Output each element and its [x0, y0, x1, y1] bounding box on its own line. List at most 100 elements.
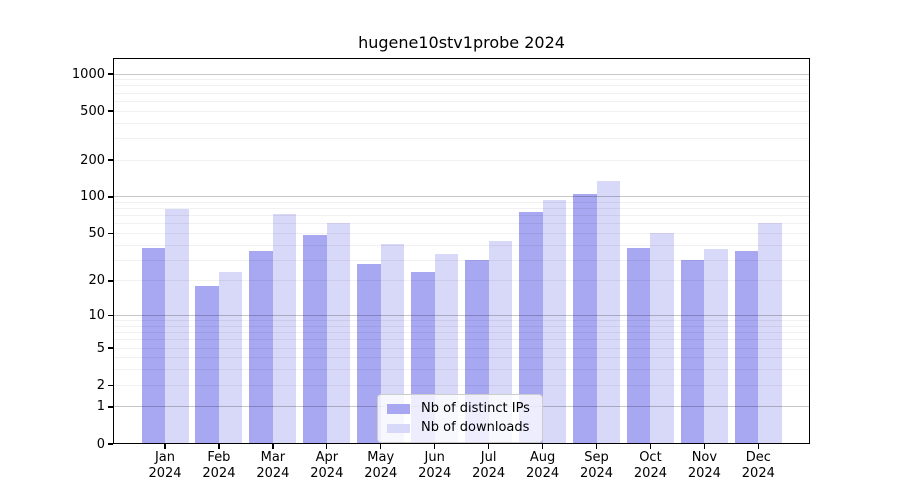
legend-row: Nb of distinct IPs: [387, 399, 533, 419]
minor-gridline: [114, 232, 809, 234]
minor-gridline: [114, 159, 809, 161]
y-tick: [108, 232, 113, 235]
bar-downloads-sep: [596, 180, 621, 444]
y-tick-label: 200: [80, 152, 105, 168]
x-tick: [164, 444, 166, 449]
y-tick: [108, 73, 113, 75]
minor-gridline: [114, 223, 809, 225]
y-tick: [108, 196, 113, 198]
x-tick: [757, 444, 759, 449]
minor-gridline: [114, 325, 809, 327]
y-tick: [108, 406, 113, 408]
bar-downloads-aug: [542, 199, 567, 444]
bar-distinct-ips-mar: [249, 250, 273, 444]
x-tick: [272, 444, 274, 449]
y-tick: [108, 280, 113, 282]
x-tick-year: 2024: [364, 466, 398, 481]
minor-gridline: [114, 339, 809, 341]
x-tick-year: 2024: [256, 466, 290, 481]
x-tick-year: 2024: [741, 466, 775, 481]
y-tick: [108, 443, 113, 445]
minor-gridline: [114, 244, 809, 246]
chart-title: hugene10stv1probe 2024: [358, 33, 565, 52]
x-tick-year: 2024: [418, 466, 452, 481]
x-tick-label: Sep 2024: [567, 450, 627, 482]
x-tick-year: 2024: [579, 466, 614, 481]
x-tick-month: Jan: [154, 450, 176, 465]
x-tick: [703, 444, 706, 449]
bar-downloads-apr: [326, 223, 351, 444]
minor-gridline: [114, 259, 809, 261]
x-tick-year: 2024: [472, 466, 506, 481]
minor-gridline: [114, 122, 809, 124]
minor-gridline: [114, 347, 809, 349]
legend-row: Nb of downloads: [387, 419, 533, 439]
y-tick-label: 1000: [71, 66, 105, 82]
legend-label: Nb of downloads: [421, 420, 530, 436]
x-tick-year: 2024: [687, 466, 721, 481]
bar-downloads-may: [380, 243, 405, 444]
x-tick-month: Nov: [691, 450, 718, 465]
y-tick-label: 50: [88, 225, 105, 241]
x-tick-month: Jun: [424, 450, 445, 465]
y-tick: [108, 314, 113, 317]
x-tick-month: May: [367, 450, 395, 465]
y-tick-label: 500: [80, 103, 105, 119]
minor-gridline: [114, 332, 809, 334]
bar-distinct-ips-feb: [195, 286, 219, 444]
minor-gridline: [114, 369, 809, 371]
legend-label: Nb of distinct IPs: [421, 400, 530, 416]
legend-swatch-distinct-ips: [387, 404, 410, 414]
minor-gridline: [114, 137, 809, 139]
x-tick-label: Apr 2024: [297, 450, 357, 482]
x-tick: [649, 444, 652, 449]
minor-gridline: [114, 215, 809, 217]
x-tick: [487, 444, 490, 449]
x-tick-year: 2024: [202, 466, 236, 481]
y-tick-label: 20: [88, 273, 105, 289]
major-gridline: [114, 315, 809, 317]
x-tick-year: 2024: [310, 466, 344, 481]
bar-downloads-dec: [758, 223, 782, 444]
x-tick-label: May 2024: [351, 450, 411, 482]
y-tick: [108, 110, 113, 112]
bar-downloads-jan: [165, 208, 189, 444]
x-tick-month: Jul: [480, 450, 497, 465]
minor-gridline: [114, 100, 809, 102]
x-tick: [434, 444, 436, 449]
x-tick-year: 2024: [633, 466, 667, 481]
bar-downloads-jul: [488, 241, 513, 444]
legend: Nb of distinct IPs Nb of downloads: [377, 394, 543, 443]
x-tick: [326, 444, 328, 449]
x-tick-label: Oct 2024: [620, 450, 680, 482]
x-tick-month: Dec: [745, 450, 771, 465]
x-tick-label: Jun 2024: [405, 450, 465, 482]
x-tick-label: Aug 2024: [513, 450, 573, 482]
x-tick: [595, 444, 598, 449]
x-tick-month: Apr: [315, 450, 339, 465]
x-tick-label: Feb 2024: [189, 450, 249, 482]
minor-gridline: [114, 357, 809, 359]
x-tick-label: Jan 2024: [135, 450, 195, 482]
bar-distinct-ips-apr: [303, 234, 327, 444]
y-tick-label: 1: [96, 399, 105, 415]
x-tick-year: 2024: [526, 466, 560, 481]
minor-gridline: [114, 320, 809, 322]
y-tick-label: 5: [96, 340, 105, 356]
x-tick-month: Mar: [260, 450, 286, 465]
bar-distinct-ips-dec: [734, 250, 759, 444]
major-gridline: [114, 196, 809, 198]
bar-downloads-nov: [704, 249, 728, 444]
bar-downloads-feb: [218, 271, 243, 444]
x-tick-month: Sep: [584, 450, 609, 465]
y-tick-label: 0: [96, 436, 105, 452]
x-tick-month: Oct: [639, 450, 662, 465]
bar-downloads-oct: [650, 233, 674, 444]
y-tick-label: 2: [96, 377, 105, 393]
bar-downloads-mar: [272, 214, 297, 444]
minor-gridline: [114, 201, 809, 203]
x-tick-month: Feb: [207, 450, 231, 465]
y-tick: [108, 159, 113, 161]
bar-distinct-ips-nov: [680, 260, 705, 444]
